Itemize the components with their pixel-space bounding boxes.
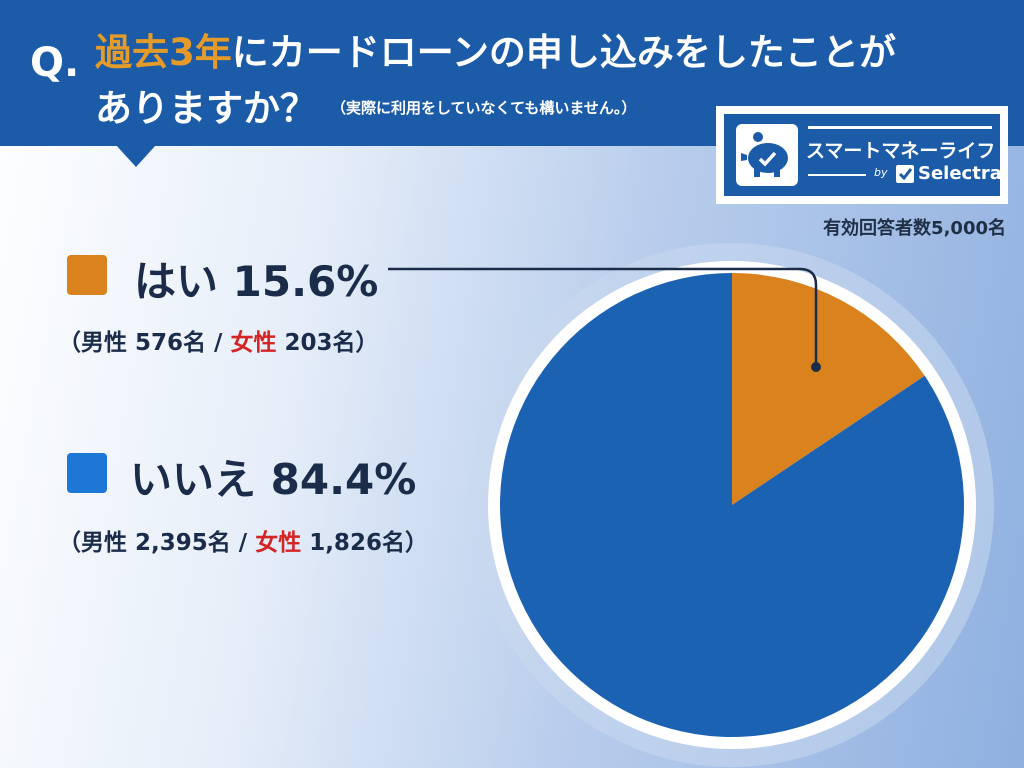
pie-slices <box>500 273 964 737</box>
leader-dot <box>811 362 821 372</box>
